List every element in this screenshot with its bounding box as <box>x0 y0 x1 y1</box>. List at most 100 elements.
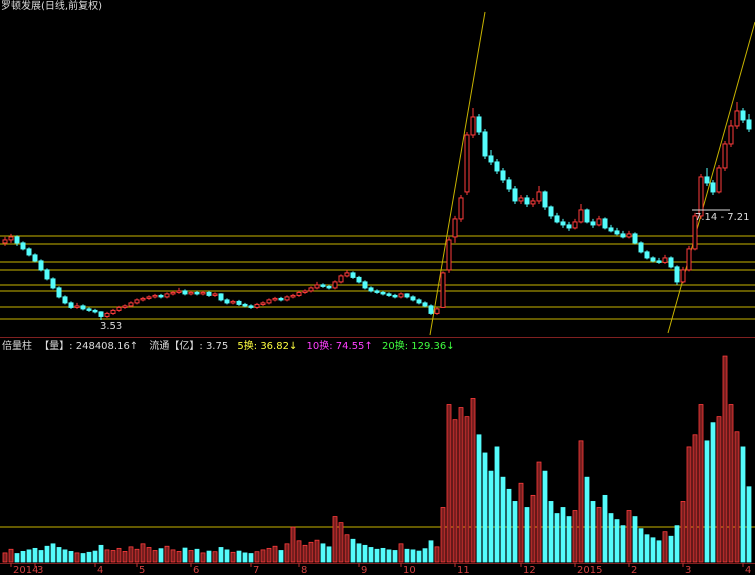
volume-bar <box>80 553 86 563</box>
candle-body <box>524 197 530 205</box>
volume-bar <box>662 531 668 563</box>
volume-bar <box>572 510 578 563</box>
candle-body <box>98 311 104 317</box>
candle-body <box>68 302 74 308</box>
candle-body <box>542 191 548 208</box>
volume-bar <box>686 446 692 563</box>
volume-bar <box>248 553 254 563</box>
header-turn5: 5换: 36.82↓ <box>237 339 297 352</box>
volume-bar <box>554 513 560 563</box>
volume-bar <box>98 544 104 563</box>
candle-body <box>386 293 392 296</box>
candle-body <box>188 291 194 295</box>
x-tick-label: 3 <box>37 565 43 575</box>
candle-body <box>296 291 302 296</box>
candle-body <box>578 209 584 223</box>
candle-body <box>8 236 14 241</box>
candles <box>2 101 752 321</box>
header-float: 流通【亿】: 3.75 <box>149 339 228 352</box>
candle-body <box>650 257 656 262</box>
volume-bar <box>50 543 56 563</box>
candle-body <box>332 281 338 289</box>
volume-bar <box>8 548 14 563</box>
volume-bar <box>284 543 290 563</box>
candle-body <box>290 294 296 298</box>
candle-body <box>686 248 692 271</box>
candle-body <box>266 299 272 304</box>
candle-body <box>710 182 716 193</box>
volume-bar <box>530 494 536 563</box>
volume-bar <box>140 543 146 563</box>
volume-bar <box>236 550 242 563</box>
volume-bar <box>608 513 614 563</box>
volume-bar <box>632 516 638 563</box>
volume-bar <box>338 522 344 563</box>
volume-bar <box>524 507 530 563</box>
volume-bar <box>746 486 752 563</box>
candle-body <box>206 291 212 296</box>
volume-bar <box>680 501 686 563</box>
candle-body <box>722 143 728 169</box>
candle-body <box>272 297 278 301</box>
candle-body <box>14 236 20 244</box>
header-name: 倍量柱 <box>2 339 32 352</box>
x-tick-label: 12 <box>523 565 536 575</box>
candle-body <box>692 215 698 250</box>
volume-bar <box>380 547 386 563</box>
candle-body <box>512 188 518 202</box>
header-turn20: 20换: 129.36↓ <box>382 339 455 352</box>
candle-body <box>92 309 98 313</box>
volume-bar <box>194 548 200 563</box>
volume-bar <box>128 546 134 563</box>
candle-body <box>392 294 398 298</box>
volume-bar <box>110 550 116 563</box>
volume-bar <box>602 494 608 563</box>
candle-body <box>662 257 668 263</box>
volume-bar <box>566 516 572 563</box>
volume-bar <box>494 446 500 563</box>
candle-body <box>74 305 80 308</box>
volume-bar <box>422 548 428 563</box>
candle-body <box>404 293 410 298</box>
x-tick-label: 10 <box>403 565 416 575</box>
volume-bar <box>434 546 440 563</box>
volume-bar <box>626 510 632 563</box>
candle-body <box>518 197 524 202</box>
candle-body <box>614 230 620 235</box>
volume-bar <box>578 440 584 563</box>
volume-bar <box>32 547 38 563</box>
volume-bar <box>692 434 698 563</box>
volume-bar <box>590 501 596 563</box>
volume-bar <box>242 552 248 563</box>
candle-body <box>572 221 578 229</box>
header-volume: 【量】: 248408.16↑ <box>39 340 138 352</box>
candle-body <box>44 269 50 280</box>
volume-bar <box>644 534 650 563</box>
candle-body <box>590 221 596 226</box>
candle-body <box>200 291 206 295</box>
volume-bar <box>176 551 182 563</box>
chart-title: 罗顿发展(日线,前复权) <box>1 0 102 12</box>
candle-body <box>80 305 86 310</box>
range-annotation: 7.14 - 7.21 <box>695 212 750 223</box>
candle-body <box>236 300 242 305</box>
volume-bar <box>116 547 122 563</box>
volume-bar <box>512 501 518 563</box>
volume-bar <box>20 551 26 563</box>
candle-body <box>584 209 590 223</box>
volume-bar <box>134 548 140 563</box>
candle-body <box>32 254 38 262</box>
candle-body <box>626 233 632 238</box>
candle-body <box>476 116 482 133</box>
volume-bar <box>44 545 50 563</box>
candle-body <box>38 260 44 271</box>
volume-bar <box>458 407 464 563</box>
candle-body <box>452 218 458 238</box>
candle-body <box>218 293 224 301</box>
volume-bar <box>38 550 44 563</box>
volume-bar <box>698 404 704 563</box>
candle-body <box>716 167 722 193</box>
volume-bar <box>584 476 590 563</box>
candle-body <box>242 303 248 307</box>
